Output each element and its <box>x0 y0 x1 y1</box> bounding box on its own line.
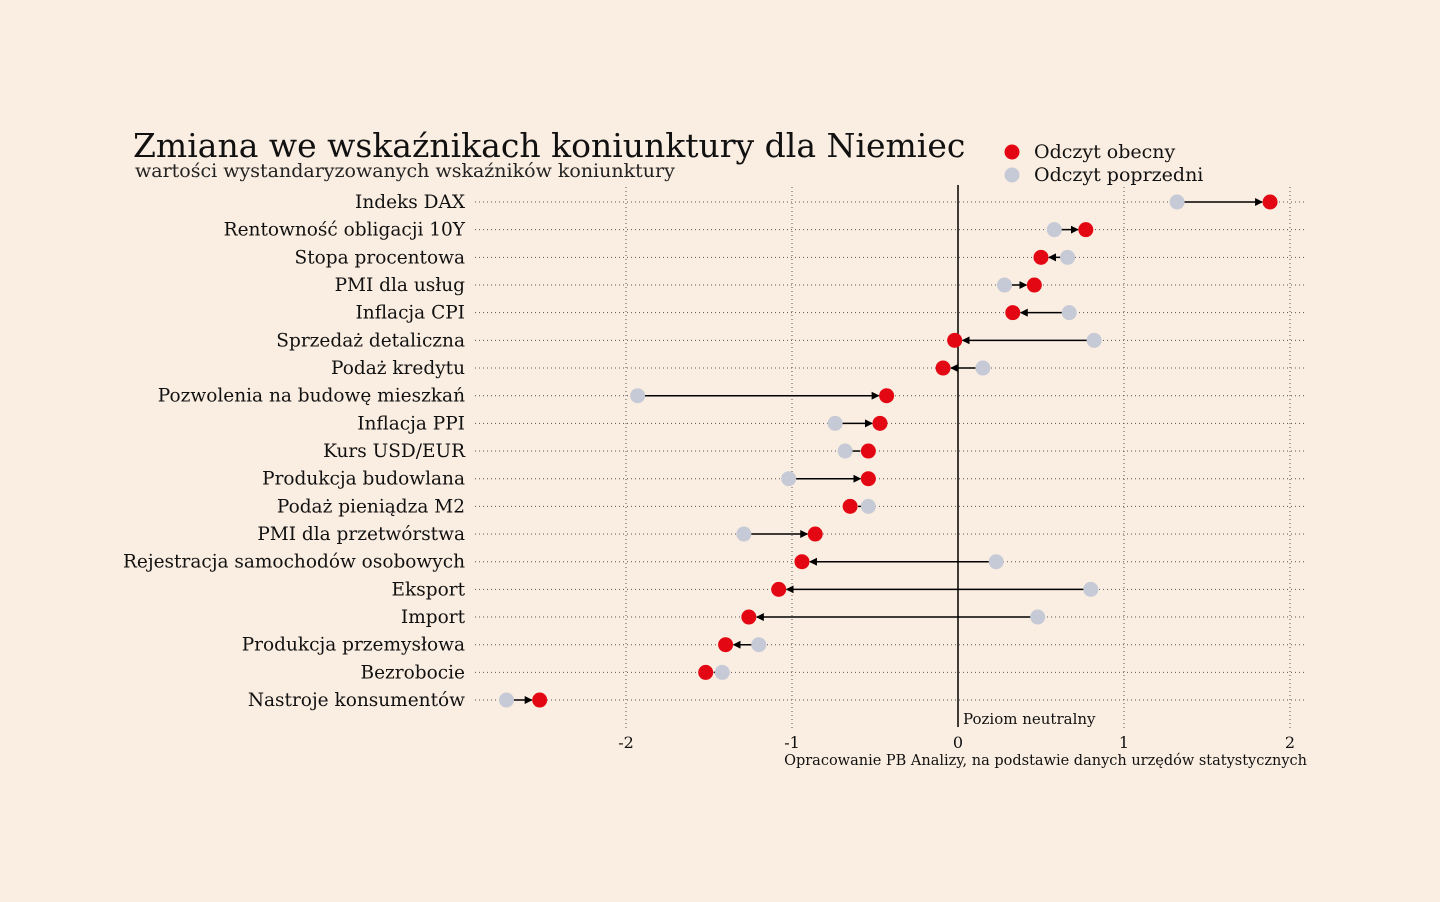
previous-point <box>1030 609 1046 625</box>
category-label: Nastroje konsumentów <box>248 690 465 711</box>
previous-point <box>860 498 876 514</box>
previous-point <box>975 360 991 376</box>
current-point <box>1026 277 1042 293</box>
previous-points <box>498 194 1185 708</box>
previous-point <box>1060 249 1076 265</box>
previous-point <box>736 526 752 542</box>
vertical-gridlines <box>625 187 1291 730</box>
current-point <box>879 388 895 404</box>
previous-point <box>751 637 767 653</box>
current-point <box>794 554 810 570</box>
legend-label-current: Odczyt obecny <box>1034 141 1176 163</box>
current-point <box>771 581 787 597</box>
chart-title: Zmiana we wskaźnikach koniunktury dla Ni… <box>133 126 965 165</box>
legend-marker-current <box>1004 144 1020 160</box>
current-point <box>860 471 876 487</box>
previous-point <box>1046 222 1062 238</box>
previous-point <box>1169 194 1185 210</box>
category-label: Produkcja budowlana <box>262 469 465 490</box>
current-point <box>1262 194 1278 210</box>
previous-point <box>1086 332 1102 348</box>
previous-point <box>996 277 1012 293</box>
previous-point <box>630 388 646 404</box>
current-point <box>741 609 757 625</box>
current-points <box>532 194 1278 708</box>
x-tick-label: -2 <box>618 733 634 752</box>
current-point <box>872 415 888 431</box>
source-note: Opracowanie PB Analizy, na podstawie dan… <box>784 753 1307 769</box>
category-label: Sprzedaż detaliczna <box>276 330 465 351</box>
category-label: Bezrobocie <box>361 662 466 683</box>
category-label: Indeks DAX <box>355 192 466 213</box>
current-point <box>807 526 823 542</box>
category-label: Inflacja PPI <box>357 413 465 434</box>
category-label: PMI dla przetwórstwa <box>257 524 465 545</box>
current-point <box>1078 222 1094 238</box>
current-point <box>698 664 714 680</box>
previous-point <box>827 415 843 431</box>
previous-point <box>714 664 730 680</box>
neutral-label: Poziom neutralny <box>963 710 1096 728</box>
x-tick-label: 2 <box>1285 733 1295 752</box>
category-label: Kurs USD/EUR <box>323 441 466 462</box>
legend: Odczyt obecny Odczyt poprzedni <box>1004 141 1203 186</box>
previous-point <box>988 554 1004 570</box>
category-label: Podaż kredytu <box>331 358 465 379</box>
category-label: Eksport <box>392 579 466 600</box>
horizontal-gridlines <box>475 201 1305 701</box>
category-label: PMI dla usług <box>335 275 466 296</box>
category-labels: Indeks DAX Rentowność obligacji 10Y Stopa … <box>123 192 466 711</box>
category-label: Pozwolenia na budowę mieszkań <box>158 386 465 407</box>
previous-point <box>1061 305 1077 321</box>
chart-subtitle: wartości wystandaryzowanych wskaźników k… <box>135 160 675 182</box>
previous-point <box>837 443 853 459</box>
current-point <box>718 637 734 653</box>
category-label: Rentowność obligacji 10Y <box>224 220 466 241</box>
current-point <box>935 360 951 376</box>
x-axis-ticks: -2 -1 0 1 2 <box>618 733 1295 752</box>
x-tick-label: 1 <box>1119 733 1129 752</box>
current-point <box>842 498 858 514</box>
category-label: Produkcja przemysłowa <box>242 635 465 656</box>
category-label: Stopa procentowa <box>295 247 465 268</box>
previous-point <box>1083 581 1099 597</box>
category-label: Rejestracja samochodów osobowych <box>123 552 465 573</box>
change-arrows <box>509 198 1264 705</box>
current-point <box>1033 249 1049 265</box>
current-point <box>532 692 548 708</box>
current-point <box>1005 305 1021 321</box>
category-label: Podaż pieniądza M2 <box>277 496 465 517</box>
legend-marker-previous <box>1004 167 1020 183</box>
current-point <box>860 443 876 459</box>
legend-label-previous: Odczyt poprzedni <box>1034 164 1203 186</box>
category-label: Import <box>401 607 466 628</box>
x-tick-label: -1 <box>784 733 800 752</box>
previous-point <box>498 692 514 708</box>
previous-point <box>781 471 797 487</box>
category-label: Inflacja CPI <box>355 303 465 324</box>
x-tick-label: 0 <box>953 733 963 752</box>
current-point <box>947 332 963 348</box>
